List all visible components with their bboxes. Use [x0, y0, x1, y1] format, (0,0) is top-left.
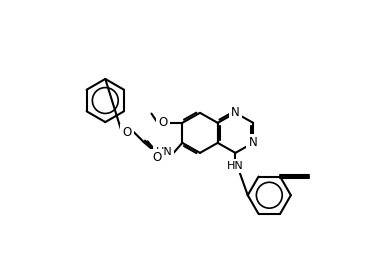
Text: N: N — [231, 106, 240, 119]
Text: O: O — [152, 151, 161, 164]
Text: HN: HN — [156, 147, 172, 157]
Text: N: N — [249, 136, 258, 149]
Text: O: O — [158, 116, 168, 129]
Text: O: O — [122, 126, 131, 139]
Text: HN: HN — [227, 161, 244, 171]
